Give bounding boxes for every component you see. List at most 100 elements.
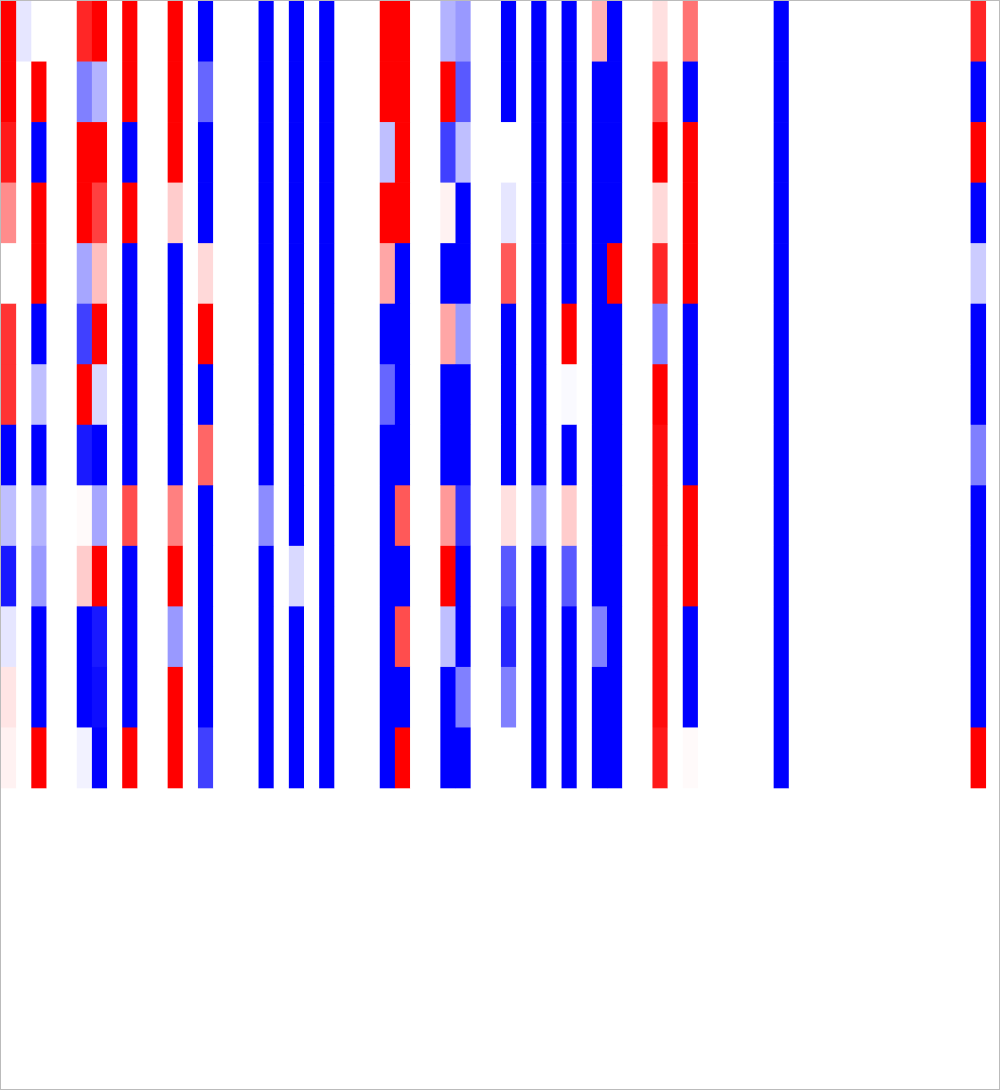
heatmap-cell xyxy=(879,545,896,607)
heatmap-cell xyxy=(1,182,17,244)
heatmap-cell xyxy=(379,243,396,304)
heatmap-cell xyxy=(16,606,32,668)
heatmap-cell xyxy=(349,1,365,62)
heatmap-cell xyxy=(940,666,956,728)
heatmap-cell xyxy=(637,364,653,426)
heatmap-cell xyxy=(122,606,138,668)
heatmap-cell xyxy=(925,424,941,486)
heatmap-cell xyxy=(76,424,93,486)
heatmap-cell xyxy=(107,243,123,304)
heatmap-cell xyxy=(591,727,608,789)
heatmap-cell xyxy=(349,303,365,365)
heatmap-cell xyxy=(349,243,365,304)
heatmap-cell xyxy=(576,61,593,123)
heatmap-cell xyxy=(273,303,290,365)
heatmap-cell xyxy=(637,61,653,123)
heatmap-cell xyxy=(410,485,426,547)
heatmap-cell xyxy=(182,666,199,728)
heatmap-cell xyxy=(773,545,790,607)
heatmap-cell xyxy=(304,485,320,547)
heatmap-cell xyxy=(425,666,441,728)
heatmap-cell xyxy=(773,364,790,426)
heatmap-cell xyxy=(379,182,396,244)
heatmap-cell xyxy=(622,1,638,62)
heatmap-cell xyxy=(546,182,562,244)
heatmap-cell xyxy=(455,606,471,668)
heatmap-cell xyxy=(637,182,653,244)
heatmap-cell xyxy=(1,364,17,426)
heatmap-cell xyxy=(758,61,774,123)
heatmap-cell xyxy=(758,666,774,728)
heatmap-cell xyxy=(455,364,471,426)
heatmap-cell xyxy=(182,364,199,426)
heatmap-cell xyxy=(243,727,259,789)
heatmap-cell xyxy=(561,182,577,244)
heatmap-cell xyxy=(152,364,168,426)
heatmap-cell xyxy=(288,182,305,244)
heatmap-cell xyxy=(334,303,350,365)
heatmap-cell xyxy=(349,727,365,789)
heatmap-cell xyxy=(46,424,62,486)
heatmap-cell xyxy=(925,122,941,183)
heatmap-cell xyxy=(304,666,320,728)
heatmap-cell xyxy=(334,122,350,183)
heatmap-cell xyxy=(849,1,865,62)
heatmap-cell xyxy=(970,364,987,426)
heatmap-cell xyxy=(182,303,199,365)
heatmap-cell xyxy=(622,303,638,365)
heatmap-cell xyxy=(894,182,911,244)
heatmap-cell xyxy=(152,485,168,547)
heatmap-cell xyxy=(773,666,790,728)
heatmap-cell xyxy=(425,1,441,62)
heatmap-cell xyxy=(834,606,850,668)
heatmap-cell xyxy=(864,424,880,486)
heatmap-cell xyxy=(697,182,714,244)
heatmap-cell xyxy=(970,606,987,668)
heatmap-cell xyxy=(940,1,956,62)
heatmap-cell xyxy=(516,364,532,426)
heatmap-cell xyxy=(1,243,17,304)
heatmap-cell xyxy=(107,606,123,668)
heatmap-cell xyxy=(258,606,274,668)
heatmap-cell xyxy=(379,545,396,607)
heatmap-cell xyxy=(561,545,577,607)
heatmap-cell xyxy=(622,606,638,668)
heatmap-cell xyxy=(349,122,365,183)
heatmap-cell xyxy=(122,727,138,789)
heatmap-cell xyxy=(561,606,577,668)
heatmap-cell xyxy=(364,122,381,183)
heatmap-cell xyxy=(1,545,17,607)
heatmap-cell xyxy=(516,122,532,183)
heatmap-cell xyxy=(925,606,941,668)
heatmap-cell xyxy=(849,243,865,304)
heatmap-cell xyxy=(182,606,199,668)
heatmap-cell xyxy=(213,122,229,183)
heatmap-cell xyxy=(728,243,744,304)
heatmap-cell xyxy=(894,666,911,728)
heatmap-cell xyxy=(137,424,153,486)
heatmap-cell xyxy=(410,666,426,728)
heatmap-cell xyxy=(349,606,365,668)
heatmap-cell xyxy=(258,424,274,486)
heatmap-cell xyxy=(652,424,668,486)
heatmap-cell xyxy=(61,545,78,607)
heatmap-cell xyxy=(122,122,138,183)
heatmap-cell xyxy=(667,243,684,304)
heatmap-cell xyxy=(137,182,153,244)
heatmap-cell xyxy=(940,424,956,486)
heatmap-cell xyxy=(925,303,941,365)
heatmap-cell xyxy=(137,122,153,183)
heatmap-cell xyxy=(546,727,562,789)
heatmap-cell xyxy=(485,666,502,728)
heatmap-cell xyxy=(864,303,880,365)
heatmap-cell xyxy=(394,424,411,486)
heatmap-cell xyxy=(864,606,880,668)
heatmap-cell xyxy=(364,303,381,365)
heatmap-cell xyxy=(713,182,729,244)
heatmap-cell xyxy=(894,1,911,62)
heatmap-cell xyxy=(713,1,729,62)
heatmap-cell xyxy=(713,666,729,728)
heatmap-cell xyxy=(728,122,744,183)
heatmap-cell xyxy=(182,727,199,789)
heatmap-cell xyxy=(152,61,168,123)
